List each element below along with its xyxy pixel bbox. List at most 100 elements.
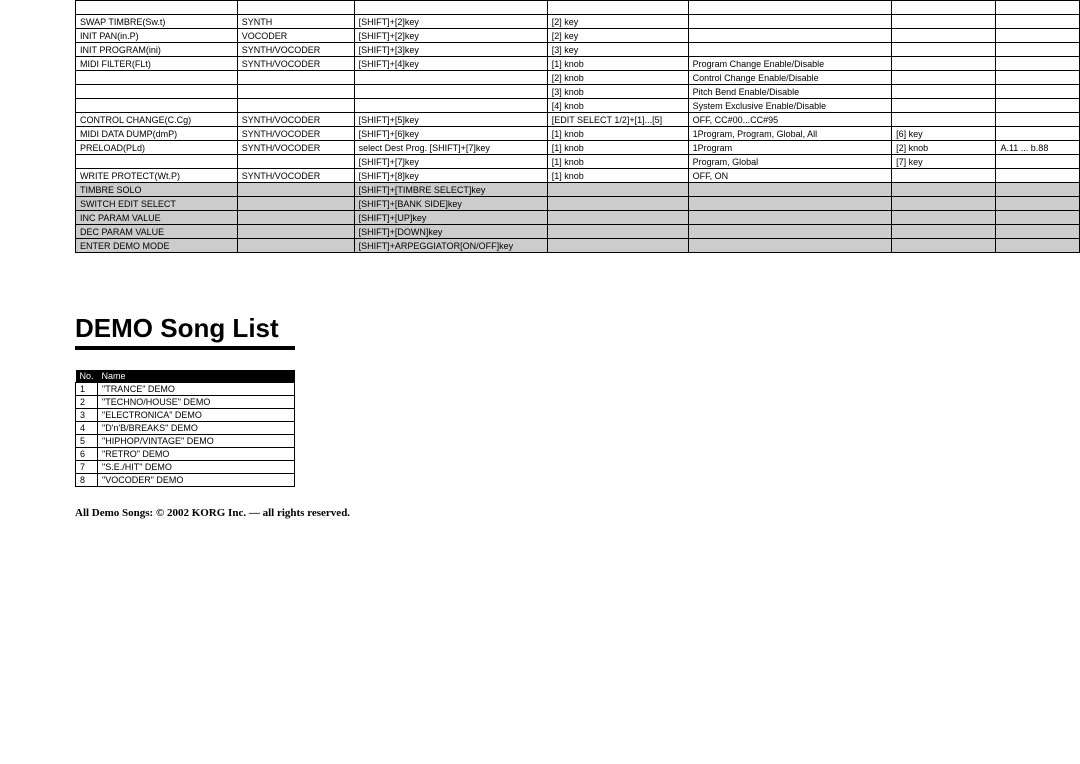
table-cell: "VOCODER" DEMO [98, 474, 295, 487]
table-cell [996, 197, 1080, 211]
table-row: MIDI DATA DUMP(dmP)SYNTH/VOCODER[SHIFT]+… [76, 127, 1080, 141]
table-cell: "ELECTRONICA" DEMO [98, 409, 295, 422]
table-cell: SYNTH [237, 15, 354, 29]
table-cell: "RETRO" DEMO [98, 448, 295, 461]
table-row: CONTROL CHANGE(C.Cg)SYNTH/VOCODER[SHIFT]… [76, 113, 1080, 127]
table-cell: SYNTH/VOCODER [237, 169, 354, 183]
table-cell: 3 [76, 409, 98, 422]
table-cell: CONTROL CHANGE(C.Cg) [76, 113, 238, 127]
table-cell [688, 15, 892, 29]
table-cell: MIDI DATA DUMP(dmP) [76, 127, 238, 141]
table-cell: [3] knob [547, 85, 688, 99]
demo-header-no: No. [76, 370, 98, 383]
table-cell: INIT PAN(in.P) [76, 29, 238, 43]
table-cell [996, 85, 1080, 99]
table-cell [996, 71, 1080, 85]
table-cell: [SHIFT]+[2]key [354, 15, 547, 29]
table-row: 8"VOCODER" DEMO [76, 474, 295, 487]
table-row: [4] knobSystem Exclusive Enable/Disable [76, 99, 1080, 113]
table-row: SWAP TIMBRE(Sw.t)SYNTH[SHIFT]+[2]key[2] … [76, 15, 1080, 29]
table-cell: [SHIFT]+[2]key [354, 29, 547, 43]
table-cell: [1] knob [547, 57, 688, 71]
table-cell [892, 1, 996, 15]
table-cell: A.11 ... b.88 [996, 141, 1080, 155]
table-cell: OFF, ON [688, 169, 892, 183]
table-cell [237, 71, 354, 85]
table-cell: [SHIFT]+[3]key [354, 43, 547, 57]
table-cell: 6 [76, 448, 98, 461]
table-cell: [4] knob [547, 99, 688, 113]
table-cell: [SHIFT]+[7]key [354, 155, 547, 169]
table-cell [547, 211, 688, 225]
table-cell [892, 113, 996, 127]
table-cell: [1] knob [547, 141, 688, 155]
table-cell [996, 225, 1080, 239]
table-cell [237, 85, 354, 99]
table-cell [996, 57, 1080, 71]
table-cell: [3] key [547, 43, 688, 57]
table-cell [237, 239, 354, 253]
table-cell: [EDIT SELECT 1/2]+[1]...[5] [547, 113, 688, 127]
table-cell: [1] knob [547, 169, 688, 183]
section-title: DEMO Song List [75, 313, 295, 350]
table-cell [892, 197, 996, 211]
table-cell: Pitch Bend Enable/Disable [688, 85, 892, 99]
table-cell: [2] key [547, 29, 688, 43]
table-row: [2] knobControl Change Enable/Disable [76, 71, 1080, 85]
table-cell [688, 183, 892, 197]
table-row: INIT PAN(in.P)VOCODER[SHIFT]+[2]key[2] k… [76, 29, 1080, 43]
table-row: TIMBRE SOLO [SHIFT]+[TIMBRE SELECT]key [76, 183, 1080, 197]
table-cell [237, 155, 354, 169]
table-cell [892, 85, 996, 99]
copyright-text: All Demo Songs: © 2002 KORG Inc. — all r… [75, 507, 1080, 519]
parameter-table: SWAP TIMBRE(Sw.t)SYNTH[SHIFT]+[2]key[2] … [75, 0, 1080, 253]
table-row: INC PARAM VALUE[SHIFT]+[UP]key [76, 211, 1080, 225]
table-cell: System Exclusive Enable/Disable [688, 99, 892, 113]
table-cell [237, 183, 354, 197]
table-row: 1"TRANCE" DEMO [76, 383, 295, 396]
table-cell: 1 [76, 383, 98, 396]
table-row: PRELOAD(PLd)SYNTH/VOCODER select Dest Pr… [76, 141, 1080, 155]
table-cell: TIMBRE SOLO [76, 183, 238, 197]
table-cell: Control Change Enable/Disable [688, 71, 892, 85]
table-cell [76, 71, 238, 85]
table-cell: SYNTH/VOCODER [237, 127, 354, 141]
table-row: MIDI FILTER(FLt)SYNTH/VOCODER [SHIFT]+[4… [76, 57, 1080, 71]
table-cell [892, 43, 996, 57]
table-cell: Program Change Enable/Disable [688, 57, 892, 71]
table-cell [996, 29, 1080, 43]
demo-header-name: Name [98, 370, 295, 383]
table-cell [688, 225, 892, 239]
table-cell [688, 29, 892, 43]
table-cell [996, 99, 1080, 113]
table-cell [547, 1, 688, 15]
table-cell [688, 197, 892, 211]
table-cell: SYNTH/VOCODER [237, 57, 354, 71]
table-cell [996, 43, 1080, 57]
table-cell [547, 225, 688, 239]
table-row [76, 1, 1080, 15]
table-cell [237, 211, 354, 225]
table-cell: VOCODER [237, 29, 354, 43]
table-cell: INIT PROGRAM(ini) [76, 43, 238, 57]
table-cell: ENTER DEMO MODE [76, 239, 238, 253]
table-row: [3] knobPitch Bend Enable/Disable [76, 85, 1080, 99]
table-row: 4"D'n'B/BREAKS" DEMO [76, 422, 295, 435]
table-cell: "TRANCE" DEMO [98, 383, 295, 396]
table-cell [892, 99, 996, 113]
table-row: 3"ELECTRONICA" DEMO [76, 409, 295, 422]
table-cell [76, 85, 238, 99]
table-cell: 8 [76, 474, 98, 487]
table-cell: 4 [76, 422, 98, 435]
table-row: DEC PARAM VALUE[SHIFT]+[DOWN]key [76, 225, 1080, 239]
table-cell: 1Program [688, 141, 892, 155]
table-cell [76, 1, 238, 15]
table-cell: [SHIFT]+[UP]key [354, 211, 547, 225]
table-cell [76, 155, 238, 169]
table-cell: WRITE PROTECT(Wt.P) [76, 169, 238, 183]
table-cell: [SHIFT]+[TIMBRE SELECT]key [354, 183, 547, 197]
table-row: [SHIFT]+[7]key[1] knobProgram, Global[7]… [76, 155, 1080, 169]
table-row: WRITE PROTECT(Wt.P)SYNTH/VOCODER[SHIFT]+… [76, 169, 1080, 183]
table-cell [996, 1, 1080, 15]
table-cell [892, 71, 996, 85]
